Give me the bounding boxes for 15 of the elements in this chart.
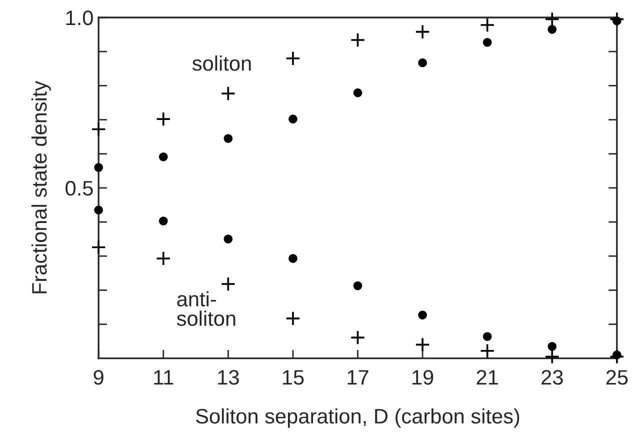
annotation: soliton: [192, 55, 251, 71]
x-tick-label: 25: [606, 370, 628, 385]
x-tick-label: 11: [154, 370, 174, 385]
annotation: anti- soliton: [176, 291, 236, 326]
x-tick-label: 21: [476, 370, 498, 385]
y-tick-label: 0.5: [66, 180, 93, 196]
x-tick-label: 23: [542, 370, 563, 385]
x-tick-label: 17: [348, 370, 368, 385]
x-tick-label: 19: [412, 370, 434, 385]
x-tick-label: 9: [94, 370, 104, 385]
x-tick-label: 15: [282, 370, 304, 385]
y-tick-label: 1.0: [66, 10, 93, 26]
x-tick-label: 13: [218, 370, 239, 385]
y-axis-title: Fractional state density: [31, 80, 51, 294]
x-axis-title: Soliton separation, D (carbon sites): [196, 408, 520, 428]
